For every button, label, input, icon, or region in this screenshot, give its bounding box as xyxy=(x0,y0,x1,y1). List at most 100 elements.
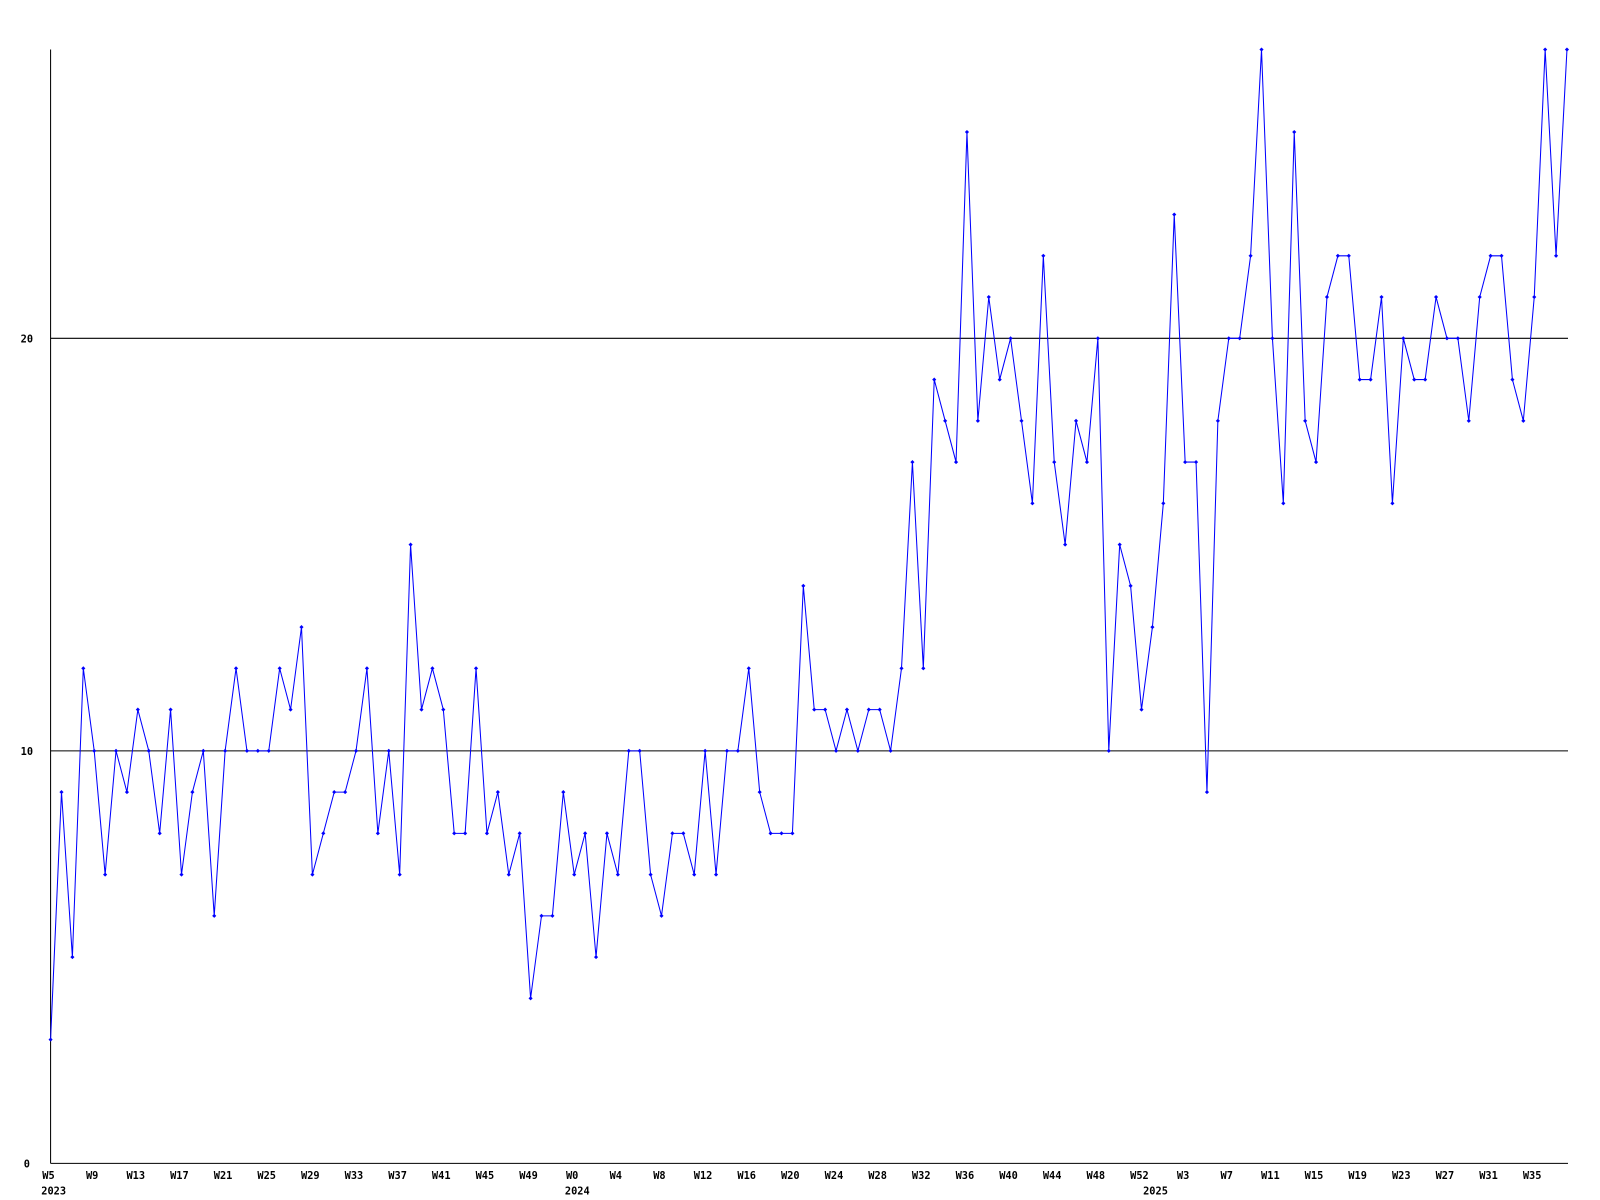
data-point xyxy=(1073,418,1079,423)
data-point xyxy=(877,707,882,712)
data-point xyxy=(528,996,533,1001)
x-tick-label: W40 xyxy=(999,1170,1018,1182)
data-point xyxy=(113,748,119,753)
data-point xyxy=(135,707,140,712)
data-point xyxy=(648,872,653,877)
data-point xyxy=(179,872,184,877)
x-tick-label: W16 xyxy=(737,1170,756,1182)
data-point xyxy=(1379,294,1384,300)
data-point xyxy=(1084,460,1090,465)
data-point xyxy=(1226,336,1231,341)
x-tick-label: W49 xyxy=(519,1170,538,1182)
data-point xyxy=(310,872,315,877)
data-point xyxy=(190,790,195,795)
data-point xyxy=(1324,294,1330,300)
data-point xyxy=(692,872,697,877)
data-point xyxy=(1193,460,1199,465)
data-point xyxy=(212,913,217,918)
data-point xyxy=(343,790,348,795)
data-point xyxy=(1543,47,1548,52)
data-point xyxy=(932,377,937,382)
data-point xyxy=(1019,418,1024,423)
data-point xyxy=(615,872,620,877)
data-point xyxy=(277,666,282,671)
x-tick-label: W19 xyxy=(1348,1170,1367,1182)
data-point xyxy=(233,666,239,671)
data-point xyxy=(59,790,64,795)
data-point xyxy=(1412,377,1417,382)
data-point xyxy=(1553,253,1559,258)
data-point xyxy=(572,872,577,877)
data-point xyxy=(506,872,511,877)
data-point xyxy=(1357,377,1362,382)
data-point xyxy=(790,831,795,836)
data-point xyxy=(1466,418,1471,423)
data-point xyxy=(103,872,108,877)
data-point xyxy=(550,913,555,918)
data-point xyxy=(768,831,773,836)
y-tick-label: 10 xyxy=(21,746,33,758)
data-point xyxy=(855,748,860,753)
data-point xyxy=(1150,625,1155,630)
x-tick-label: W31 xyxy=(1479,1170,1498,1182)
data-point xyxy=(1499,253,1504,258)
y-tick-label: 20 xyxy=(21,333,33,345)
data-point xyxy=(1346,253,1351,258)
data-point xyxy=(561,790,566,795)
data-point xyxy=(419,707,424,712)
data-point xyxy=(255,748,260,753)
x-tick-label: W12 xyxy=(694,1170,713,1182)
data-point xyxy=(1008,336,1013,341)
x-tick-label: W15 xyxy=(1305,1170,1324,1182)
data-point xyxy=(604,831,610,836)
data-point xyxy=(833,748,839,753)
data-point xyxy=(321,831,326,836)
x-tick-label: W4 xyxy=(610,1170,622,1182)
x-tick-label: W44 xyxy=(1043,1170,1062,1182)
data-point xyxy=(473,666,479,671)
data-point xyxy=(1335,253,1340,258)
data-point xyxy=(1433,294,1439,300)
data-point xyxy=(1292,129,1297,135)
data-point xyxy=(779,831,784,836)
x-tick-label: W3 xyxy=(1177,1170,1189,1182)
data-point xyxy=(386,748,391,753)
x-tick-label: W28 xyxy=(868,1170,887,1182)
data-point xyxy=(1248,253,1253,258)
data-point xyxy=(888,748,893,753)
data-point xyxy=(1183,460,1188,465)
data-point xyxy=(593,955,599,960)
data-point xyxy=(1532,294,1537,300)
data-point xyxy=(964,129,970,135)
data-point xyxy=(1172,212,1177,217)
data-point xyxy=(659,913,664,918)
data-point xyxy=(168,707,173,712)
data-point xyxy=(1455,336,1460,341)
data-point xyxy=(1052,460,1057,465)
data-point xyxy=(463,831,468,836)
data-point xyxy=(266,748,271,753)
data-point xyxy=(70,955,75,960)
data-point xyxy=(364,666,370,671)
x-tick-label: W25 xyxy=(257,1170,276,1182)
x-year-label: 2023 xyxy=(41,1185,66,1197)
data-point xyxy=(1521,418,1526,423)
data-point xyxy=(921,666,926,671)
data-point xyxy=(146,748,151,753)
data-point xyxy=(375,831,380,836)
x-tick-label: W41 xyxy=(432,1170,451,1182)
data-point xyxy=(724,748,730,753)
x-tick-label: W20 xyxy=(781,1170,800,1182)
data-point xyxy=(703,748,708,753)
data-point xyxy=(1281,501,1286,506)
data-point xyxy=(332,790,337,795)
data-point xyxy=(1259,47,1264,52)
x-tick-label: W0 xyxy=(566,1170,578,1182)
x-tick-label: W35 xyxy=(1523,1170,1542,1182)
data-point xyxy=(452,831,457,836)
data-point xyxy=(823,707,828,712)
data-point xyxy=(1270,336,1275,341)
x-tick-label: W36 xyxy=(956,1170,975,1182)
data-point xyxy=(1237,336,1242,341)
